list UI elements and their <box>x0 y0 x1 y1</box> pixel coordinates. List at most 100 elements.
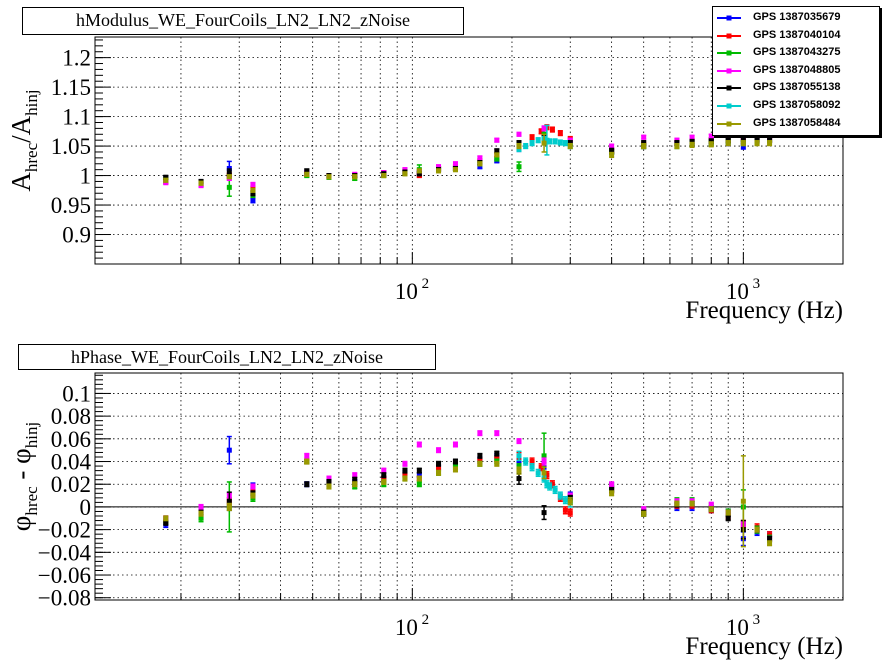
data-point <box>477 453 483 459</box>
data-point <box>352 472 358 478</box>
legend-label: GPS 1387040104 <box>753 28 841 41</box>
data-point <box>767 136 773 142</box>
data-point <box>452 442 458 448</box>
data-point <box>452 161 458 167</box>
data-point <box>250 190 256 196</box>
data-point <box>516 459 522 465</box>
data-point <box>708 502 714 508</box>
data-point <box>529 134 535 140</box>
data-point <box>541 453 547 459</box>
data-point <box>549 481 555 487</box>
data-point <box>516 438 522 444</box>
data-point <box>552 138 558 144</box>
data-point <box>725 515 731 521</box>
y-axis-label: φhrec - φhinj <box>6 422 41 531</box>
data-point <box>494 461 500 467</box>
data-point <box>516 164 522 170</box>
data-point <box>226 498 232 504</box>
data-point <box>725 133 731 139</box>
data-point <box>549 127 555 133</box>
data-point <box>494 148 500 154</box>
legend-label: GPS 1387058484 <box>753 116 841 129</box>
y-tick-label: 1.1 <box>62 105 91 130</box>
data-point <box>198 511 204 517</box>
data-point <box>541 459 547 465</box>
data-point <box>767 140 773 146</box>
data-point <box>352 481 358 487</box>
data-point <box>725 140 731 146</box>
data-point <box>538 128 544 134</box>
legend-item: GPS 1387040104 <box>713 28 879 45</box>
data-point <box>516 468 522 474</box>
data-point <box>641 143 647 149</box>
modulus-plot-title: hModulus_WE_FourCoils_LN2_LN2_zNoise <box>22 7 464 35</box>
data-point <box>708 133 714 139</box>
data-point <box>416 472 422 478</box>
data-point <box>544 481 550 487</box>
y-tick-label: −0.02 <box>38 518 91 543</box>
legend-label: GPS 1387043275 <box>753 46 841 59</box>
data-point <box>452 466 458 472</box>
legend-item: GPS 1387055138 <box>713 80 879 97</box>
y-tick-label: 0.04 <box>51 450 92 475</box>
data-point <box>436 164 442 170</box>
series-1 <box>163 124 773 192</box>
data-point <box>226 170 232 176</box>
data-point <box>557 130 563 136</box>
legend-label: GPS 1387048805 <box>753 63 841 76</box>
data-point <box>516 143 522 149</box>
data-point <box>326 479 332 485</box>
x-axis-label: Frequency (Hz) <box>685 633 843 660</box>
data-point <box>163 174 169 180</box>
data-point <box>402 171 408 177</box>
series-3 <box>163 430 773 542</box>
data-point <box>436 168 442 174</box>
data-point <box>416 481 422 487</box>
data-point <box>641 506 647 512</box>
data-point <box>567 510 573 516</box>
legend-marker <box>717 68 741 74</box>
data-point <box>477 164 483 170</box>
data-point <box>381 472 387 478</box>
data-point <box>547 138 553 144</box>
data-point <box>226 447 232 453</box>
data-point <box>516 131 522 137</box>
data-point <box>541 125 547 131</box>
y-tick-label: 0.9 <box>62 223 91 248</box>
legend-marker <box>717 121 741 127</box>
data-point <box>250 181 256 187</box>
legend-marker <box>717 33 741 39</box>
y-tick-label: 0.06 <box>51 427 91 452</box>
data-point <box>523 459 529 465</box>
data-point <box>535 137 541 143</box>
phase-plot: −0.08−0.06−0.04−0.0200.020.040.060.080.1… <box>6 372 844 660</box>
data-point <box>609 143 615 149</box>
data-point <box>494 430 500 436</box>
data-point <box>304 453 310 459</box>
legend-item: GPS 1387035679 <box>713 10 879 27</box>
data-point <box>557 493 563 499</box>
data-point <box>523 143 529 149</box>
x-tick-label: 10 <box>726 615 749 640</box>
data-point <box>529 459 535 465</box>
y-tick-label: −0.08 <box>38 586 91 611</box>
legend-marker <box>717 15 741 21</box>
x-tick-label-exponent: 3 <box>753 612 761 628</box>
series-6 <box>163 455 773 548</box>
data-point <box>567 143 573 149</box>
data-point <box>538 464 544 470</box>
data-point <box>567 498 573 504</box>
y-tick-label: 0.95 <box>51 193 91 218</box>
legend-marker <box>717 50 741 56</box>
data-point <box>740 140 746 146</box>
series-6 <box>163 133 773 193</box>
legend-point <box>726 50 732 56</box>
data-point <box>544 472 550 478</box>
data-point <box>226 174 232 180</box>
data-point <box>326 476 332 482</box>
data-point <box>304 481 310 487</box>
data-point <box>767 536 773 542</box>
data-point <box>494 451 500 457</box>
